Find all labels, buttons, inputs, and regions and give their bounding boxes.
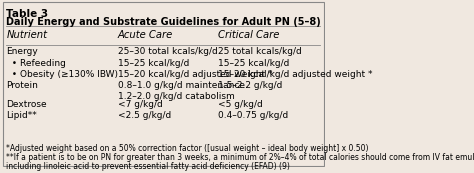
Text: 25 total kcals/kg/d: 25 total kcals/kg/d — [219, 47, 302, 56]
Text: including linoleic acid to prevent essential fatty acid deficiency (EFAD) (9): including linoleic acid to prevent essen… — [6, 162, 290, 171]
Text: 1.5–2.2 g/kg/d: 1.5–2.2 g/kg/d — [219, 81, 283, 90]
Text: • Obesity (≥130% IBW): • Obesity (≥130% IBW) — [6, 70, 118, 79]
Text: Protein: Protein — [6, 81, 38, 90]
Text: Lipid**: Lipid** — [6, 111, 37, 120]
Text: Critical Care: Critical Care — [219, 30, 280, 40]
Text: <5 g/kg/d: <5 g/kg/d — [219, 100, 263, 109]
Text: <2.5 g/kg/d: <2.5 g/kg/d — [118, 111, 171, 120]
Text: 1.2–2.0 g/kg/d catabolism: 1.2–2.0 g/kg/d catabolism — [118, 92, 235, 101]
Text: • Refeeding: • Refeeding — [6, 59, 66, 68]
Text: *Adjusted weight based on a 50% correction factor ([usual weight – ideal body we: *Adjusted weight based on a 50% correcti… — [6, 144, 369, 153]
Text: <7 g/kg/d: <7 g/kg/d — [118, 100, 163, 109]
Text: 15–25 kcal/kg/d: 15–25 kcal/kg/d — [219, 59, 290, 68]
FancyBboxPatch shape — [3, 2, 324, 166]
Text: Acute Care: Acute Care — [118, 30, 173, 40]
Text: 15–20 kcal/kg/d adjusted weight *: 15–20 kcal/kg/d adjusted weight * — [118, 70, 273, 79]
Text: Nutrient: Nutrient — [6, 30, 47, 40]
Text: Table 3: Table 3 — [6, 9, 48, 19]
Text: **If a patient is to be on PN for greater than 3 weeks, a minimum of 2%–4% of to: **If a patient is to be on PN for greate… — [6, 153, 474, 162]
Text: 0.4–0.75 g/kg/d: 0.4–0.75 g/kg/d — [219, 111, 289, 120]
Text: Daily Energy and Substrate Guidelines for Adult PN (5–8): Daily Energy and Substrate Guidelines fo… — [6, 17, 321, 27]
Text: Dextrose: Dextrose — [6, 100, 47, 109]
Text: Energy: Energy — [6, 47, 38, 56]
Text: 0.8–1.0 g/kg/d maintenance: 0.8–1.0 g/kg/d maintenance — [118, 81, 245, 90]
Text: 15–25 kcal/kg/d: 15–25 kcal/kg/d — [118, 59, 189, 68]
Text: 15–20 kcal/kg/d adjusted weight *: 15–20 kcal/kg/d adjusted weight * — [219, 70, 373, 79]
Text: 25–30 total kcals/kg/d: 25–30 total kcals/kg/d — [118, 47, 218, 56]
